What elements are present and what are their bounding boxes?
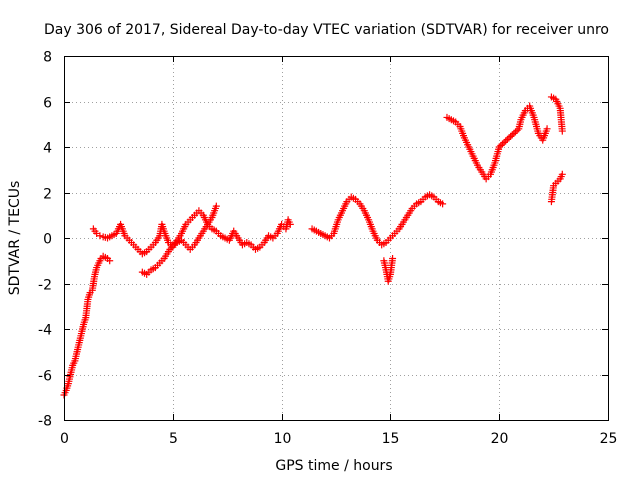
- data-point: [507, 132, 515, 140]
- data-point: [212, 202, 220, 210]
- data-point: [502, 137, 510, 145]
- x-axis-label: GPS time / hours: [275, 458, 392, 474]
- x-tick-label: 15: [382, 431, 400, 447]
- y-tick-label: 2: [43, 187, 52, 203]
- x-tick-label: 5: [169, 431, 178, 447]
- x-tick-label: 25: [600, 431, 618, 447]
- y-tick-label: 6: [43, 96, 52, 112]
- data-point: [495, 143, 503, 151]
- data-point: [512, 128, 520, 136]
- data-point: [389, 254, 397, 262]
- chart-title: Day 306 of 2017, Sidereal Day-to-day VTE…: [44, 22, 609, 38]
- data-point: [497, 141, 505, 149]
- y-tick-label: 0: [43, 232, 52, 248]
- x-tick-label: 20: [491, 431, 509, 447]
- axis-ticks: 0 5 10 15 20 25 -8 -6 -4 -2 0 2 4 6 8: [38, 50, 617, 448]
- data-point: [498, 140, 506, 148]
- data-point: [96, 232, 104, 240]
- data-point: [558, 127, 566, 135]
- y-tick-label: -2: [38, 278, 52, 294]
- y-tick-label: 4: [43, 141, 52, 157]
- y-tick-label: -8: [38, 414, 52, 430]
- y-tick-label: 8: [43, 50, 52, 66]
- y-tick-label: -6: [38, 369, 52, 385]
- data-point: [508, 131, 516, 139]
- grid: [64, 56, 608, 420]
- y-axis-label: SDTVAR / TECUs: [7, 181, 23, 296]
- data-point: [439, 200, 447, 208]
- data-point: [286, 220, 294, 228]
- data-point: [500, 138, 508, 146]
- x-tick-label: 0: [60, 431, 69, 447]
- data-series: [60, 93, 566, 399]
- data-point: [505, 134, 513, 142]
- x-tick-label: 10: [274, 431, 292, 447]
- data-point: [558, 170, 566, 178]
- data-point: [543, 125, 551, 133]
- data-point: [513, 126, 521, 134]
- data-point: [503, 135, 511, 143]
- y-tick-label: -4: [38, 323, 52, 339]
- data-point: [510, 129, 518, 137]
- data-point: [106, 257, 114, 265]
